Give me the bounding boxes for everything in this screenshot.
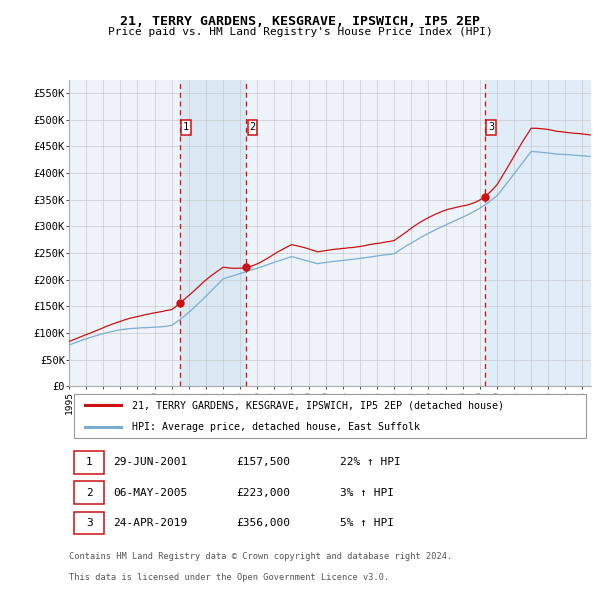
Bar (485, 80, 591, 386)
Text: 21, TERRY GARDENS, KESGRAVE, IPSWICH, IP5 2EP: 21, TERRY GARDENS, KESGRAVE, IPSWICH, IP… (120, 15, 480, 28)
Text: 5% ↑ HPI: 5% ↑ HPI (340, 518, 394, 528)
Text: 3: 3 (488, 122, 494, 132)
Text: HPI: Average price, detached house, East Suffolk: HPI: Average price, detached house, East… (131, 422, 419, 432)
Text: Contains HM Land Registry data © Crown copyright and database right 2024.: Contains HM Land Registry data © Crown c… (69, 552, 452, 561)
FancyBboxPatch shape (74, 394, 586, 438)
FancyBboxPatch shape (74, 451, 104, 474)
Text: 22% ↑ HPI: 22% ↑ HPI (340, 457, 401, 467)
Text: £157,500: £157,500 (236, 457, 290, 467)
Text: 3: 3 (86, 518, 93, 528)
Text: 1: 1 (183, 122, 189, 132)
Text: This data is licensed under the Open Government Licence v3.0.: This data is licensed under the Open Gov… (69, 572, 389, 582)
Bar (180, 80, 246, 386)
Text: 3% ↑ HPI: 3% ↑ HPI (340, 488, 394, 497)
FancyBboxPatch shape (248, 120, 257, 135)
Text: 21, TERRY GARDENS, KESGRAVE, IPSWICH, IP5 2EP (detached house): 21, TERRY GARDENS, KESGRAVE, IPSWICH, IP… (131, 400, 503, 410)
Text: 06-MAY-2005: 06-MAY-2005 (113, 488, 188, 497)
Text: £223,000: £223,000 (236, 488, 290, 497)
FancyBboxPatch shape (181, 120, 191, 135)
Text: 24-APR-2019: 24-APR-2019 (113, 518, 188, 528)
Text: £356,000: £356,000 (236, 518, 290, 528)
FancyBboxPatch shape (486, 120, 496, 135)
FancyBboxPatch shape (74, 512, 104, 534)
Text: 2: 2 (249, 122, 256, 132)
FancyBboxPatch shape (74, 481, 104, 504)
Text: 1: 1 (86, 457, 93, 467)
Text: 29-JUN-2001: 29-JUN-2001 (113, 457, 188, 467)
Text: Price paid vs. HM Land Registry's House Price Index (HPI): Price paid vs. HM Land Registry's House … (107, 27, 493, 37)
Text: 2: 2 (86, 488, 93, 497)
